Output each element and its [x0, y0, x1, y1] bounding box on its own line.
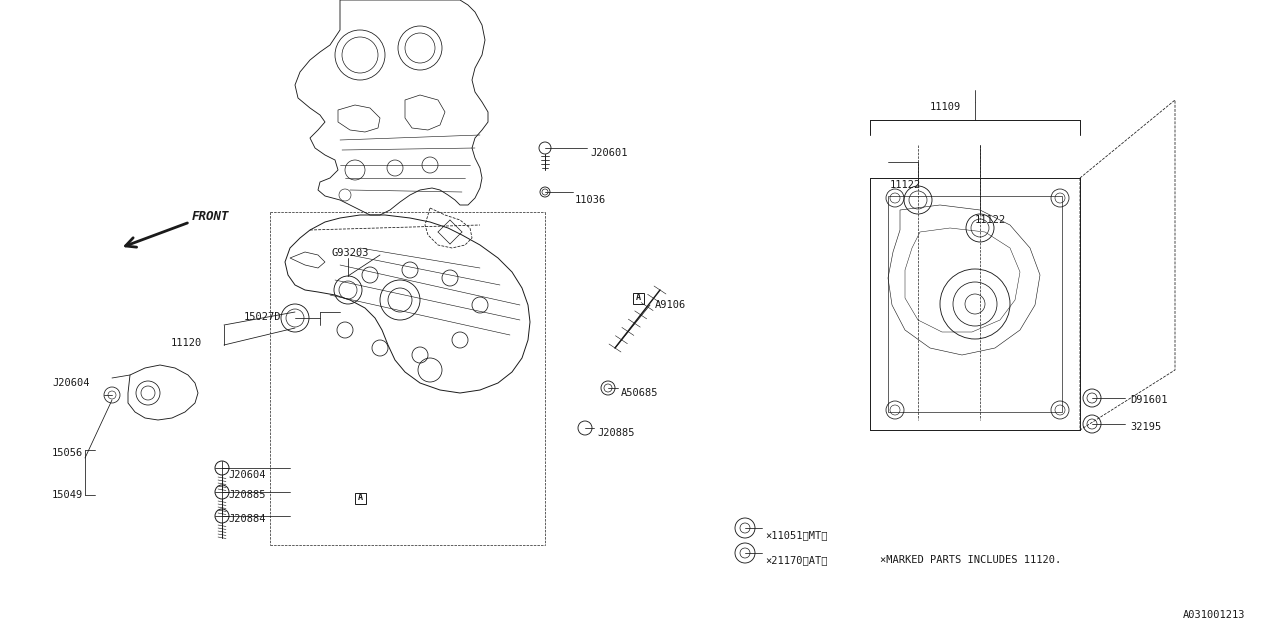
Text: 11122: 11122 [975, 215, 1006, 225]
Bar [355, 493, 366, 504]
Text: D91601: D91601 [1130, 395, 1167, 405]
Text: A50685: A50685 [621, 388, 658, 398]
Text: A: A [635, 294, 640, 303]
Text: J20601: J20601 [590, 148, 627, 158]
Text: 11122: 11122 [890, 180, 922, 190]
Text: 11109: 11109 [931, 102, 961, 112]
Text: J20885: J20885 [596, 428, 635, 438]
Bar [634, 293, 644, 304]
Text: G93203: G93203 [332, 248, 370, 258]
Text: ×MARKED PARTS INCLUDES 11120.: ×MARKED PARTS INCLUDES 11120. [881, 555, 1061, 565]
Text: A: A [357, 493, 362, 502]
Text: 11120: 11120 [172, 338, 202, 348]
Text: J20604: J20604 [228, 470, 265, 480]
Text: 32195: 32195 [1130, 422, 1161, 432]
Text: ×11051〈MT〉: ×11051〈MT〉 [765, 530, 827, 540]
Text: 15056: 15056 [52, 448, 83, 458]
Text: J20884: J20884 [228, 514, 265, 524]
Text: A9106: A9106 [655, 300, 686, 310]
Text: A031001213: A031001213 [1183, 610, 1245, 620]
Text: ×21170〈AT〉: ×21170〈AT〉 [765, 555, 827, 565]
Text: J20885: J20885 [228, 490, 265, 500]
Text: 11036: 11036 [575, 195, 607, 205]
Text: J20604: J20604 [52, 378, 90, 388]
Text: 15049: 15049 [52, 490, 83, 500]
Text: 15027D: 15027D [244, 312, 282, 322]
Text: FRONT: FRONT [192, 210, 229, 223]
